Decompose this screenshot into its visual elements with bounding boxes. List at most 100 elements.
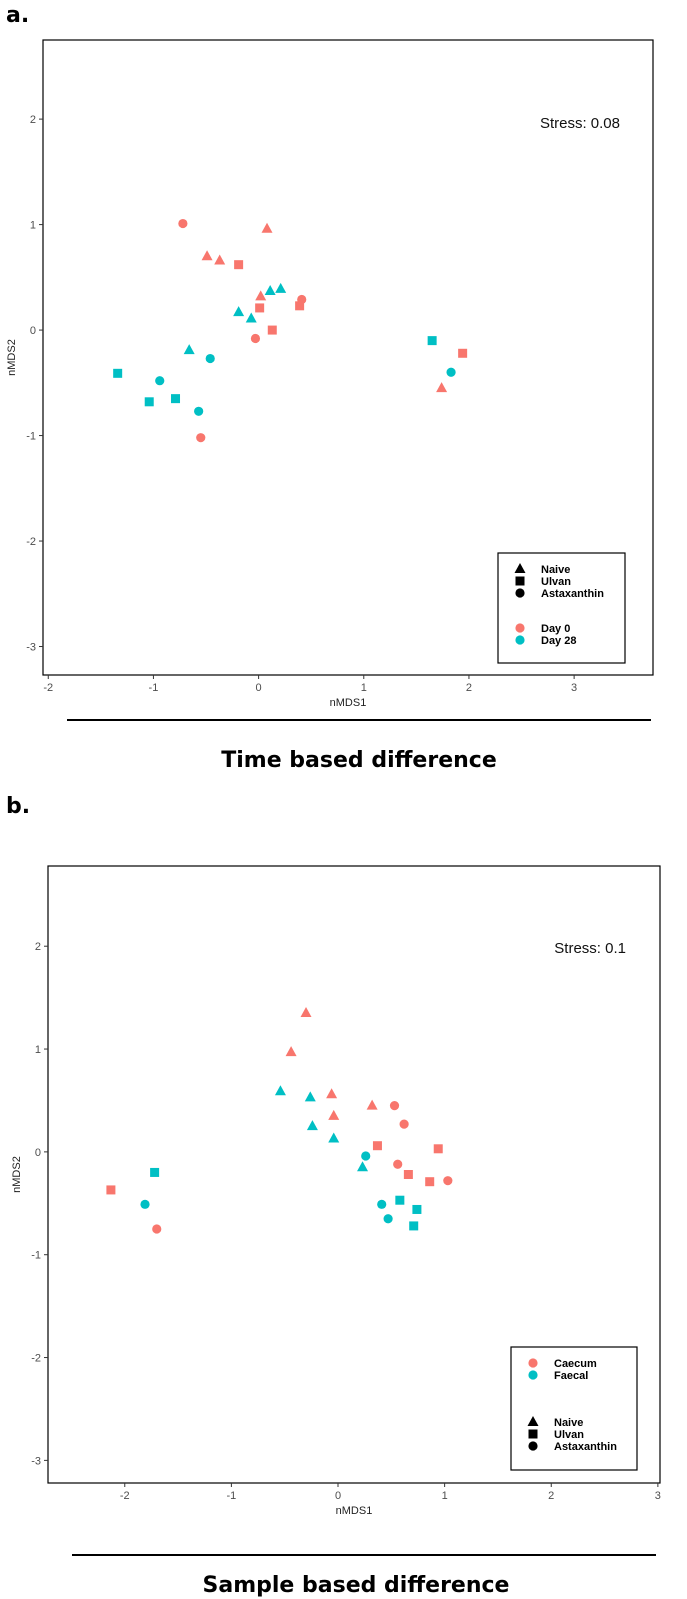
y-axis-title: nMDS2 (6, 339, 18, 376)
x-tick-label: 2 (466, 682, 472, 694)
y-tick-label: 1 (35, 1044, 41, 1056)
data-point (171, 394, 181, 404)
data-point (264, 285, 276, 296)
data-point (274, 1085, 286, 1096)
x-tick-label: -1 (226, 1490, 236, 1502)
data-point (201, 250, 213, 261)
data-point (106, 1185, 116, 1195)
data-point (427, 336, 437, 346)
legend-ulvan-label: Ulvan (554, 1429, 584, 1441)
x-tick-label: 3 (655, 1490, 661, 1502)
panel-a-label: a. (6, 3, 29, 28)
data-point (275, 282, 287, 293)
x-tick-label: 3 (571, 682, 577, 694)
data-point (403, 1170, 413, 1179)
x-tick-label: 0 (335, 1490, 341, 1502)
legend-astaxanthin-label: Astaxanthin (554, 1441, 617, 1453)
legend-faecal-label: Faecal (554, 1370, 588, 1382)
legend-naive-key (527, 1416, 539, 1426)
data-point (366, 1099, 378, 1110)
data-point (436, 382, 448, 393)
data-point (389, 1101, 400, 1111)
data-point (446, 367, 456, 377)
legend-ulvan-label: Ulvan (541, 576, 571, 588)
y-tick-label: 2 (35, 941, 41, 953)
data-point (304, 1091, 316, 1102)
data-point (295, 301, 305, 311)
x-tick-label: 1 (442, 1490, 448, 1502)
data-point (144, 397, 154, 407)
data-point (155, 376, 165, 386)
x-tick-label: -2 (120, 1490, 130, 1502)
data-point (214, 254, 226, 265)
legend-astaxanthin-key (515, 588, 525, 598)
x-tick-label: 2 (548, 1490, 554, 1502)
data-point (443, 1176, 453, 1186)
data-point (205, 353, 215, 364)
data-point (255, 290, 267, 301)
data-point (372, 1141, 382, 1151)
data-point (361, 1151, 371, 1161)
data-point (152, 1224, 162, 1234)
data-point (196, 433, 206, 443)
legend-faecal-key (528, 1370, 538, 1380)
panel-b-label: b. (6, 794, 30, 819)
x-tick-label: 0 (256, 682, 262, 694)
x-tick-label: 1 (361, 682, 367, 694)
legend-naive-label: Naive (554, 1417, 583, 1429)
data-point (393, 1159, 403, 1169)
data-point (267, 325, 277, 335)
stress-annotation: Stress: 0.08 (540, 115, 620, 132)
data-point (233, 306, 245, 317)
legend-ulvan-key (528, 1429, 538, 1439)
legend-day-28-key (515, 635, 525, 645)
data-point (306, 1120, 318, 1131)
data-point (425, 1177, 435, 1187)
legend-caecum-label: Caecum (554, 1358, 597, 1370)
data-point (412, 1204, 422, 1214)
data-point (150, 1167, 160, 1177)
legend-ulvan-key (515, 576, 525, 586)
data-point (255, 303, 265, 313)
data-point (399, 1119, 409, 1129)
y-tick-label: 2 (30, 114, 36, 126)
legend-naive-key (514, 563, 526, 573)
legend-day-0-key (515, 623, 525, 633)
data-point (300, 1007, 312, 1018)
data-point (245, 312, 257, 323)
data-point (113, 368, 123, 378)
data-point (326, 1088, 338, 1099)
data-point (409, 1221, 419, 1231)
data-point (328, 1109, 340, 1120)
legend-astaxanthin-key (528, 1441, 538, 1451)
data-point (183, 344, 195, 355)
y-tick-label: 0 (30, 325, 36, 337)
legend-day-28-label: Day 28 (541, 635, 576, 647)
x-tick-label: -1 (149, 682, 159, 694)
y-tick-label: -2 (26, 536, 36, 548)
data-point (433, 1144, 443, 1154)
data-point (250, 333, 261, 344)
data-point (261, 222, 273, 233)
chart-a: -2 -1 0 1 2 3 -3 -2 -1 0 1 2 nMDS1 nMDS2 Stress: 0.08 N… (6, 39, 654, 709)
y-tick-label: 0 (35, 1147, 41, 1159)
x-tick-label: -2 (43, 682, 53, 694)
data-point (285, 1046, 297, 1057)
data-point (234, 260, 244, 270)
legend-astaxanthin-label: Astaxanthin (541, 588, 604, 600)
legend-naive-label: Naive (541, 564, 570, 576)
data-point (328, 1132, 340, 1143)
x-axis-title: nMDS1 (330, 697, 367, 709)
data-point (194, 406, 204, 416)
y-tick-label: -3 (26, 642, 36, 654)
legend-day-0-label: Day 0 (541, 623, 570, 635)
stress-annotation: Stress: 0.1 (554, 940, 626, 957)
caption-a: Time based difference (221, 748, 497, 773)
y-tick-label: -2 (31, 1353, 41, 1365)
y-tick-label: -1 (31, 1250, 41, 1262)
data-point (458, 348, 468, 358)
data-point (140, 1199, 150, 1209)
